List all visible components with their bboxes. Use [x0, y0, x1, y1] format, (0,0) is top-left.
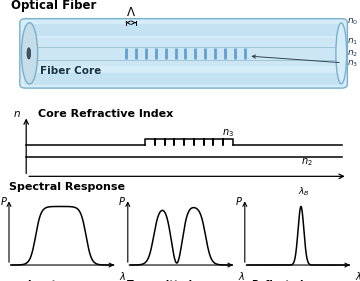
Ellipse shape: [22, 23, 38, 84]
Text: P: P: [119, 197, 125, 207]
Text: Transmitted: Transmitted: [127, 280, 193, 281]
Text: $n_3$: $n_3$: [347, 59, 359, 69]
Text: $\lambda$: $\lambda$: [355, 270, 360, 281]
FancyBboxPatch shape: [20, 19, 347, 88]
Text: P: P: [0, 197, 6, 207]
Ellipse shape: [336, 23, 347, 84]
Text: Spectral Response: Spectral Response: [9, 182, 125, 192]
Text: $\Lambda$: $\Lambda$: [126, 6, 136, 19]
Text: P: P: [236, 197, 242, 207]
Text: $n_1$: $n_1$: [347, 36, 359, 47]
Text: $n_3$: $n_3$: [222, 127, 234, 139]
Text: Input: Input: [27, 280, 56, 281]
Text: Core Refractive Index: Core Refractive Index: [38, 109, 174, 119]
FancyBboxPatch shape: [24, 73, 343, 85]
Text: n: n: [14, 109, 20, 119]
Ellipse shape: [27, 48, 31, 59]
Text: $\lambda$: $\lambda$: [238, 270, 245, 281]
Text: $\lambda_B$: $\lambda_B$: [298, 186, 310, 198]
Text: $n_2$: $n_2$: [347, 48, 359, 59]
FancyBboxPatch shape: [24, 24, 343, 36]
Text: $\lambda$: $\lambda$: [119, 270, 126, 281]
Text: Optical Fiber: Optical Fiber: [11, 0, 96, 12]
FancyBboxPatch shape: [25, 38, 342, 66]
Text: Fiber Core: Fiber Core: [40, 66, 101, 76]
Text: $n_0$: $n_0$: [347, 16, 359, 27]
Text: Reflected: Reflected: [251, 280, 303, 281]
Text: $n_2$: $n_2$: [301, 157, 313, 168]
